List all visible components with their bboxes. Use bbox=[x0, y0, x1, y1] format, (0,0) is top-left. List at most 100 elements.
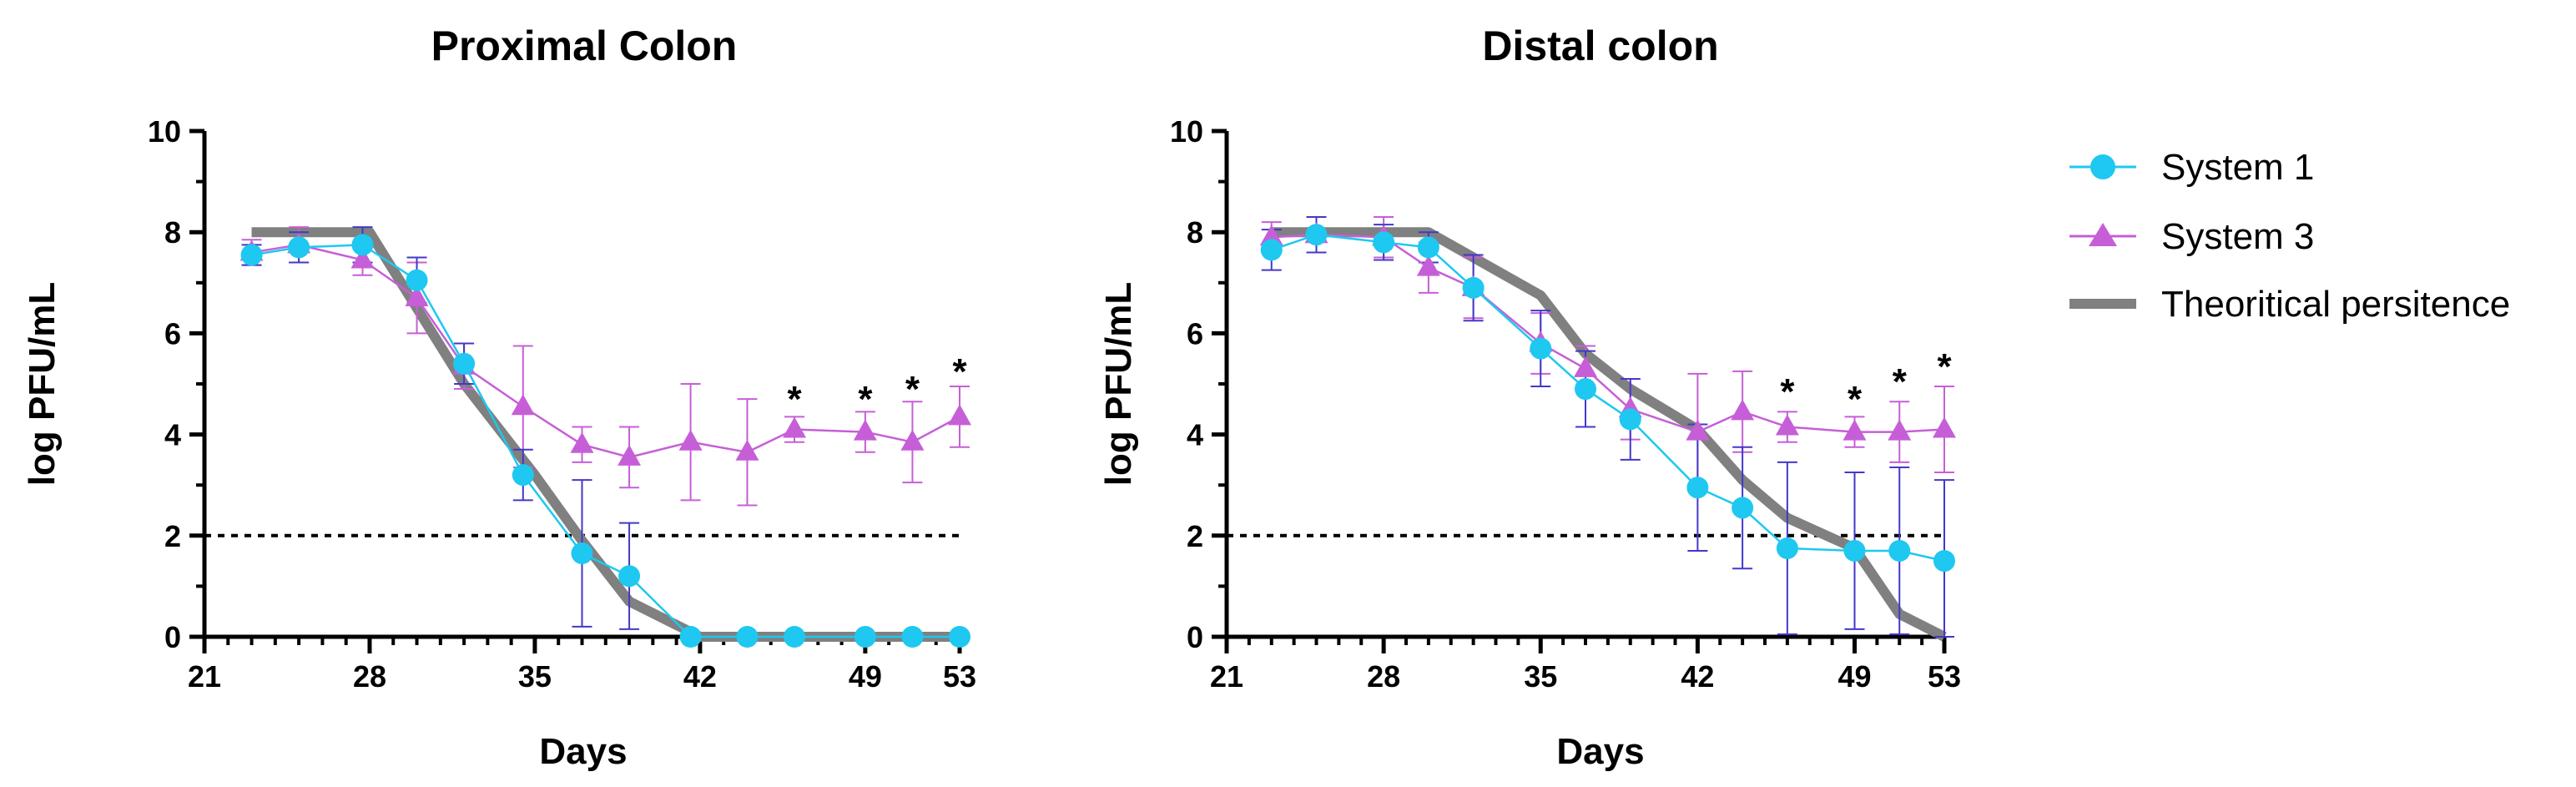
series-theoretical-line bbox=[251, 227, 960, 642]
system-1-point bbox=[240, 244, 263, 266]
system-1-point bbox=[1575, 378, 1596, 401]
system-1-point bbox=[571, 542, 593, 565]
y-tick-label: 10 bbox=[1170, 114, 1203, 149]
legend-label-system-3: System 3 bbox=[2161, 216, 2314, 257]
system-1-point bbox=[1373, 231, 1395, 254]
significance-star: * bbox=[905, 369, 920, 410]
series-system-1-line bbox=[1271, 233, 1945, 563]
y-tick-label: 2 bbox=[1187, 519, 1203, 553]
system-3-point bbox=[350, 247, 375, 269]
significance-star: * bbox=[952, 351, 967, 392]
legend-entry-system-3: System 3 bbox=[2069, 216, 2314, 257]
system-3-point bbox=[1933, 416, 1956, 438]
system-1-point bbox=[679, 626, 702, 648]
system-3-point bbox=[678, 429, 703, 451]
x-axis-label: Days bbox=[1556, 731, 1644, 772]
series-theoretical-line bbox=[1271, 227, 1947, 642]
system-1-point bbox=[949, 626, 970, 648]
x-tick-label: 28 bbox=[1367, 659, 1400, 694]
system-3-point bbox=[735, 439, 759, 461]
significance-star: * bbox=[858, 379, 873, 420]
legend: System 1 System 3 Theoritical persitence bbox=[2069, 147, 2510, 325]
significance-star: * bbox=[787, 379, 802, 420]
system-3-point bbox=[1888, 419, 1912, 441]
system-1-point bbox=[1462, 276, 1485, 299]
system-1-point bbox=[1732, 497, 1754, 519]
legend-entry-theoretical: Theoritical persitence bbox=[2069, 284, 2510, 325]
y-tick-label: 4 bbox=[164, 418, 181, 452]
y-tick-label: 8 bbox=[164, 215, 181, 250]
system-1-point bbox=[1305, 224, 1328, 246]
system-3-point bbox=[1843, 419, 1867, 441]
system-1-point bbox=[1843, 539, 1866, 562]
legend-marker-triangle bbox=[2089, 223, 2117, 246]
system-1-point bbox=[406, 269, 428, 291]
chart-proximal-colon: Proximal Colon log PFU/mL Days 0 2 4 6 8 10 21… bbox=[22, 23, 976, 772]
system-1-point bbox=[1530, 337, 1552, 360]
system-3-point bbox=[570, 431, 594, 453]
system-3-point bbox=[405, 285, 429, 306]
system-3-point bbox=[511, 394, 535, 416]
system-3-point bbox=[1775, 414, 1799, 436]
legend-marker-circle bbox=[2090, 154, 2115, 179]
system-3-point bbox=[1574, 356, 1597, 377]
system-1-point bbox=[453, 352, 476, 375]
system-3-point bbox=[1259, 224, 1283, 246]
plot-area: 0 2 4 6 8 10 21 28 35 42 49 53 * * * * bbox=[148, 114, 976, 694]
system-1-point bbox=[736, 626, 759, 648]
y-tick-label: 2 bbox=[164, 519, 181, 553]
y-tick-label: 4 bbox=[1187, 418, 1203, 452]
system-1-point bbox=[351, 234, 374, 256]
chart-distal-colon: Distal colon log PFU/mL Days 0 2 4 6 8 10 21 28… bbox=[1098, 23, 1961, 772]
system-1-point bbox=[854, 626, 876, 648]
significance-star: * bbox=[1848, 379, 1863, 420]
system-3-point bbox=[1686, 419, 1710, 441]
significance-star: * bbox=[1893, 361, 1908, 402]
y-tick-label: 6 bbox=[1187, 316, 1203, 351]
system-1-point bbox=[512, 464, 534, 487]
system-3-point bbox=[900, 429, 925, 451]
y-tick-label: 0 bbox=[1187, 620, 1203, 654]
x-tick-label: 53 bbox=[943, 659, 976, 694]
plot-area: 0 2 4 6 8 10 21 28 35 42 49 53 * * * * bbox=[1170, 114, 1961, 694]
chart-title: Distal colon bbox=[1482, 23, 1718, 69]
series-system-3-line bbox=[1271, 233, 1945, 433]
x-tick-label: 35 bbox=[518, 659, 552, 694]
x-tick-label: 49 bbox=[849, 659, 882, 694]
x-tick-label: 53 bbox=[1928, 659, 1961, 694]
series-system-3-line bbox=[251, 244, 960, 459]
y-tick-label: 8 bbox=[1187, 215, 1203, 250]
significance-star: * bbox=[1937, 346, 1952, 387]
system-1-point bbox=[1888, 539, 1911, 562]
x-tick-label: 42 bbox=[683, 659, 717, 694]
system-3-point bbox=[618, 444, 642, 466]
x-tick-label: 21 bbox=[188, 659, 221, 694]
system-1-point bbox=[1260, 239, 1283, 261]
system-1-point bbox=[1933, 550, 1955, 573]
x-tick-label: 21 bbox=[1210, 659, 1243, 694]
legend-label-system-1: System 1 bbox=[2161, 147, 2314, 188]
y-axis-label: log PFU/mL bbox=[1098, 282, 1139, 486]
system-3-point bbox=[1731, 399, 1755, 421]
system-3-point bbox=[853, 419, 877, 441]
system-1-point bbox=[784, 626, 806, 648]
system-3-point bbox=[948, 404, 971, 426]
system-1-point bbox=[901, 626, 924, 648]
x-tick-label: 28 bbox=[353, 659, 386, 694]
significance-star: * bbox=[1780, 371, 1795, 412]
x-tick-label: 35 bbox=[1524, 659, 1557, 694]
system-3-point bbox=[783, 416, 807, 438]
system-1-point bbox=[618, 565, 641, 588]
system-1-point bbox=[1619, 408, 1641, 431]
y-tick-label: 6 bbox=[164, 316, 181, 351]
legend-entry-system-1: System 1 bbox=[2069, 147, 2314, 188]
system-1-point bbox=[1417, 236, 1439, 259]
system-1-point bbox=[1686, 477, 1709, 499]
chart-title: Proximal Colon bbox=[431, 23, 738, 69]
x-tick-label: 42 bbox=[1681, 659, 1714, 694]
system-1-point bbox=[1776, 537, 1798, 559]
x-tick-label: 49 bbox=[1837, 659, 1871, 694]
y-tick-label: 10 bbox=[148, 114, 181, 149]
y-axis-label: log PFU/mL bbox=[22, 282, 63, 486]
